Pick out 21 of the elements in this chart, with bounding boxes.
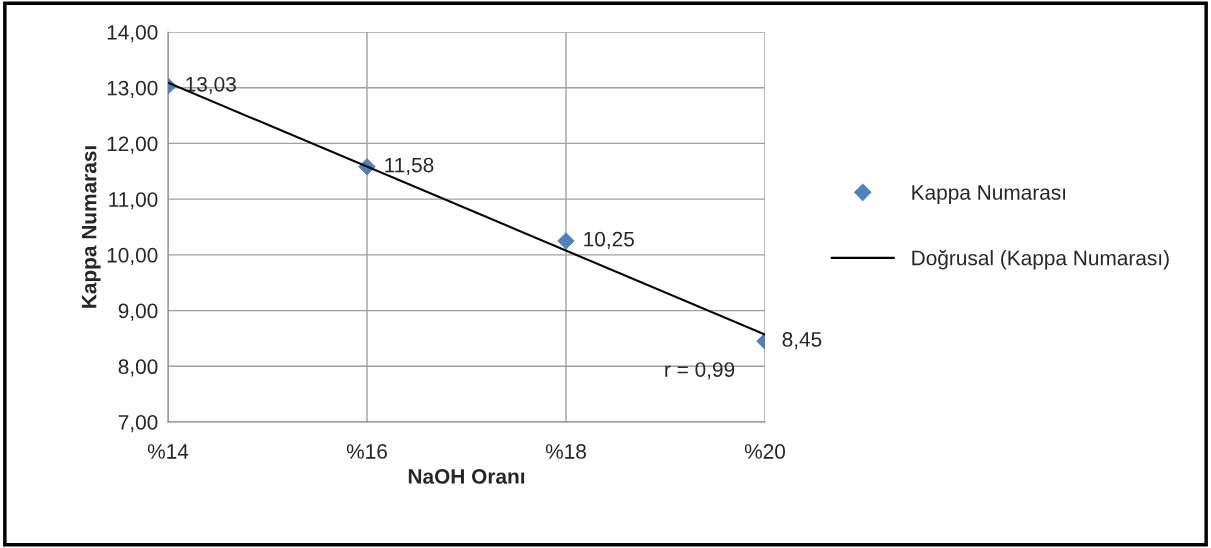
- y-tick-label: 8,00: [118, 359, 158, 377]
- y-tick-label: 13,00: [107, 80, 158, 98]
- x-tick-label: %16: [346, 444, 387, 459]
- legend-label: Kappa Numarası: [912, 185, 1066, 204]
- y-tick-label: 11,00: [109, 192, 158, 210]
- y-tick-label: 7,00: [118, 415, 158, 433]
- data-label: 13,03: [186, 76, 236, 95]
- data-label: 11,58: [385, 157, 434, 175]
- y-tick-label: 10,00: [107, 247, 158, 266]
- x-tick-label: %20: [744, 444, 786, 459]
- data-label: 8,45: [782, 332, 822, 350]
- x-tick-label: %18: [545, 444, 586, 459]
- x-tick-label: %14: [147, 444, 189, 459]
- y-tick-label: 9,00: [118, 303, 158, 321]
- data-label: 10,25: [584, 231, 634, 249]
- y-axis-title: Kappa Numarası: [81, 146, 101, 308]
- x-axis-title: NaOH Oranı: [408, 469, 525, 484]
- legend-label: Doğrusal (Kappa Numarası): [912, 249, 1169, 270]
- y-tick-label: 14,00: [107, 25, 158, 43]
- y-tick-label: 12,00: [107, 136, 158, 154]
- annotation: r = 0,99: [665, 362, 735, 380]
